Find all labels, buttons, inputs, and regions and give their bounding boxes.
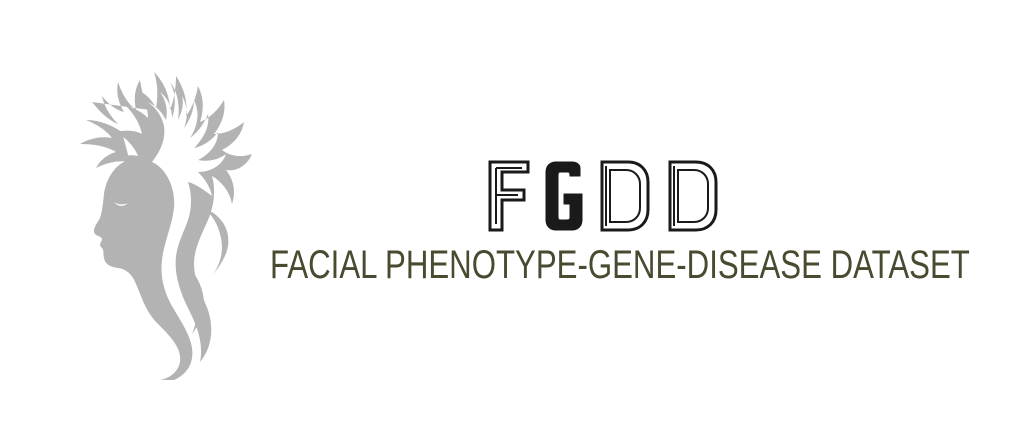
tagline: FACIAL PHENOTYPE-GENE-DISEASE DATASET (270, 243, 970, 287)
wordmark-letter-d-1 (600, 160, 650, 232)
wordmark-letter-f (488, 160, 530, 232)
wordmark-letter-g (545, 161, 583, 231)
fgdd-wordmark: FGDD (488, 160, 718, 232)
wordmark-letter-d-2 (668, 160, 718, 232)
woman-antler-emblem-icon (80, 72, 252, 380)
